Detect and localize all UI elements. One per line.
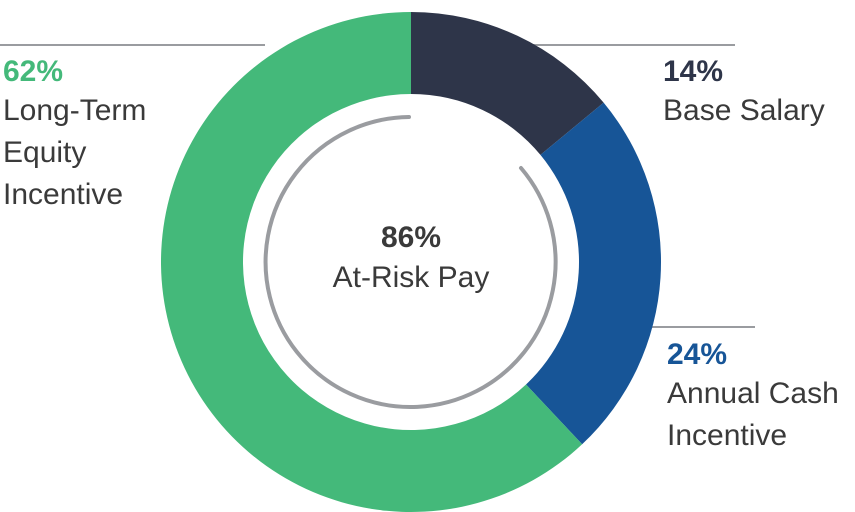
inner-ring (263, 115, 558, 409)
center-subtitle: At-Risk Pay (332, 261, 490, 294)
value-label: 14% (663, 55, 724, 88)
value-label: 62% (3, 55, 64, 88)
category-label: Base Salary (663, 94, 825, 127)
category-label: Annual Cash Incentive (667, 377, 839, 452)
center-label: 86% At-Risk Pay (291, 218, 531, 298)
donut-segment (411, 12, 604, 155)
slice-label: 62% Long-Term Equity Incentive (3, 54, 178, 216)
donut-segment (161, 12, 583, 512)
donut-segment (526, 102, 662, 445)
slice-label: 14% Base Salary (663, 54, 853, 132)
donut (161, 12, 662, 512)
category-label: Long-Term Equity Incentive (3, 94, 147, 211)
center-title: 86% (380, 221, 442, 254)
slice-label: 24% Annual Cash Incentive (667, 337, 855, 457)
value-label: 24% (667, 338, 728, 371)
